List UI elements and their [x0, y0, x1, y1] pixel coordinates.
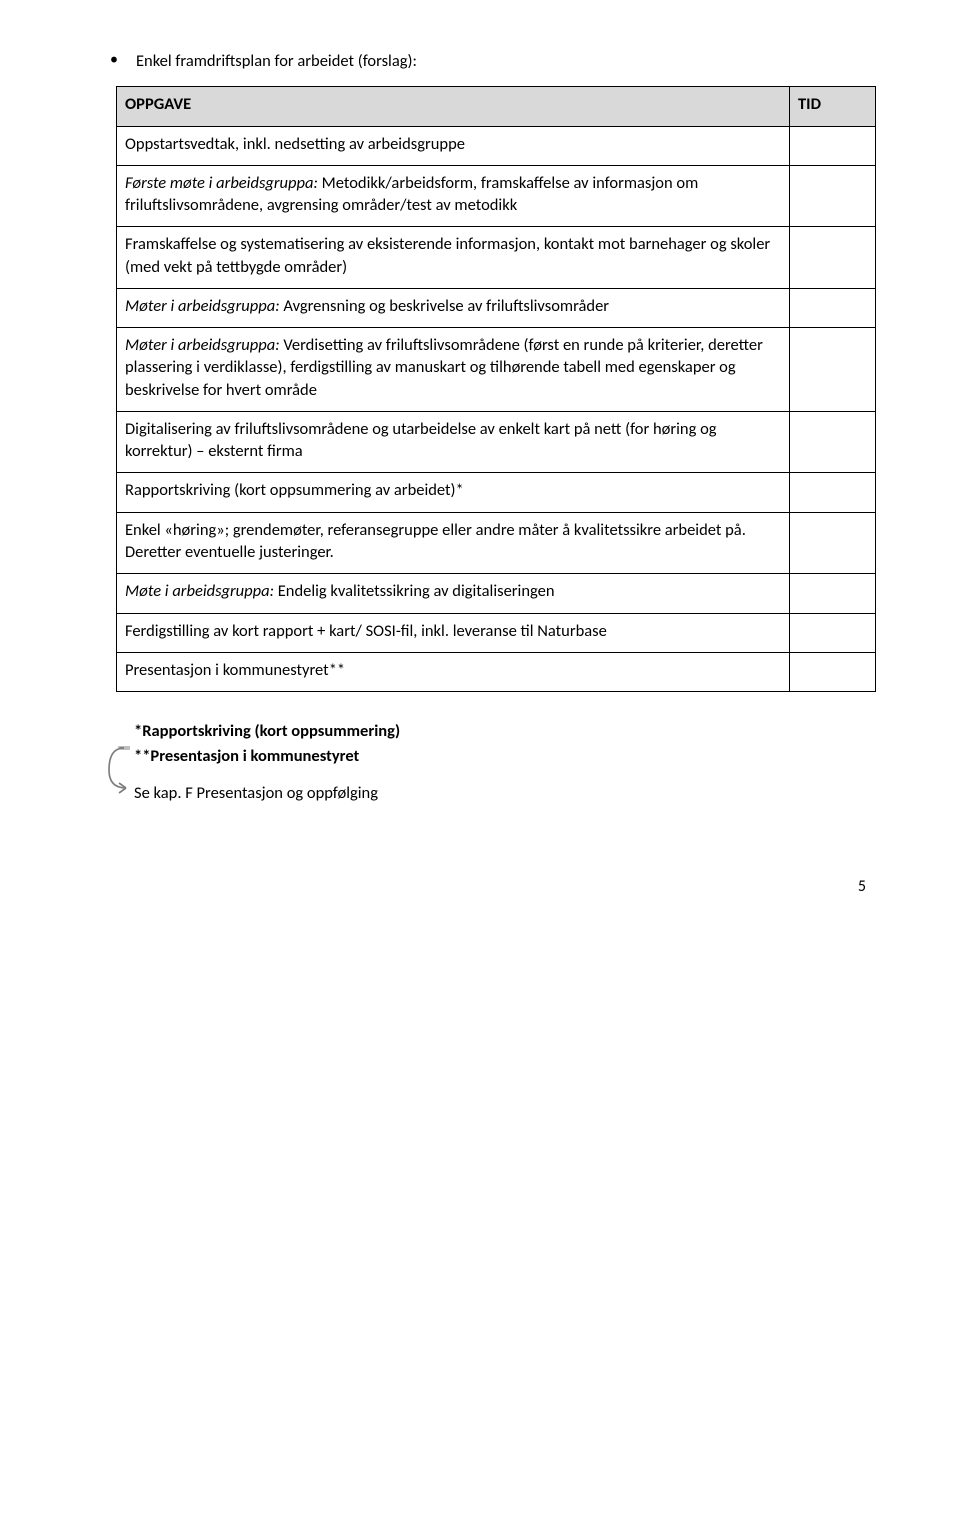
cell-oppgave: Rapportskriving (kort oppsummering av ar… — [117, 473, 790, 512]
table-row: Oppstartsvedtak, inkl. nedsetting av arb… — [117, 126, 876, 165]
table-row: Digitalisering av friluftslivsområdene o… — [117, 411, 876, 473]
footnote-1: *Rapportskriving (kort oppsummering) — [134, 720, 870, 743]
table-row: Rapportskriving (kort oppsummering av ar… — [117, 473, 876, 512]
footnote-2: **Presentasjon i kommunestyret — [134, 745, 870, 768]
cell-tid — [790, 652, 876, 691]
cell-oppgave: Møter i arbeidsgruppa: Avgrensning og be… — [117, 288, 790, 327]
cell-tid — [790, 328, 876, 412]
cell-tid — [790, 126, 876, 165]
cell-oppgave: Møte i arbeidsgruppa: Endelig kvalitetss… — [117, 574, 790, 613]
plan-table: OPPGAVE TID Oppstartsvedtak, inkl. nedse… — [116, 86, 876, 692]
cell-tid — [790, 411, 876, 473]
arrow-icon — [104, 746, 138, 794]
footer-block: *Rapportskriving (kort oppsummering) **P… — [134, 720, 870, 805]
cell-tid — [790, 165, 876, 227]
cell-oppgave: Ferdigstilling av kort rapport + kart/ S… — [117, 613, 790, 652]
table-row: Framskaffelse og systematisering av eksi… — [117, 227, 876, 289]
cell-oppgave: Digitalisering av friluftslivsområdene o… — [117, 411, 790, 473]
table-header-row: OPPGAVE TID — [117, 87, 876, 126]
table-row: Presentasjon i kommunestyret** — [117, 652, 876, 691]
cell-tid — [790, 473, 876, 512]
cell-oppgave: Oppstartsvedtak, inkl. nedsetting av arb… — [117, 126, 790, 165]
cell-oppgave: Første møte i arbeidsgruppa: Metodikk/ar… — [117, 165, 790, 227]
cell-tid — [790, 574, 876, 613]
bullet-glyph: • — [110, 50, 118, 71]
table-row: Møte i arbeidsgruppa: Endelig kvalitetss… — [117, 574, 876, 613]
table-row: Møter i arbeidsgruppa: Verdisetting av f… — [117, 328, 876, 412]
table-row: Enkel «høring»; grendemøter, referansegr… — [117, 512, 876, 574]
table-row: Ferdigstilling av kort rapport + kart/ S… — [117, 613, 876, 652]
bullet-text: Enkel framdriftsplan for arbeidet (forsl… — [136, 50, 417, 72]
cell-tid — [790, 512, 876, 574]
cell-oppgave: Framskaffelse og systematisering av eksi… — [117, 227, 790, 289]
cell-tid — [790, 227, 876, 289]
cell-oppgave: Møter i arbeidsgruppa: Verdisetting av f… — [117, 328, 790, 412]
cell-tid — [790, 288, 876, 327]
page-number: 5 — [110, 877, 870, 896]
col-header-tid: TID — [790, 87, 876, 126]
cell-tid — [790, 613, 876, 652]
table-row: Første møte i arbeidsgruppa: Metodikk/ar… — [117, 165, 876, 227]
table-row: Møter i arbeidsgruppa: Avgrensning og be… — [117, 288, 876, 327]
col-header-oppgave: OPPGAVE — [117, 87, 790, 126]
cell-oppgave: Enkel «høring»; grendemøter, referansegr… — [117, 512, 790, 574]
footnote-3: Se kap. F Presentasjon og oppfølging — [134, 782, 870, 805]
bullet-line: • Enkel framdriftsplan for arbeidet (for… — [110, 50, 870, 72]
cell-oppgave: Presentasjon i kommunestyret** — [117, 652, 790, 691]
